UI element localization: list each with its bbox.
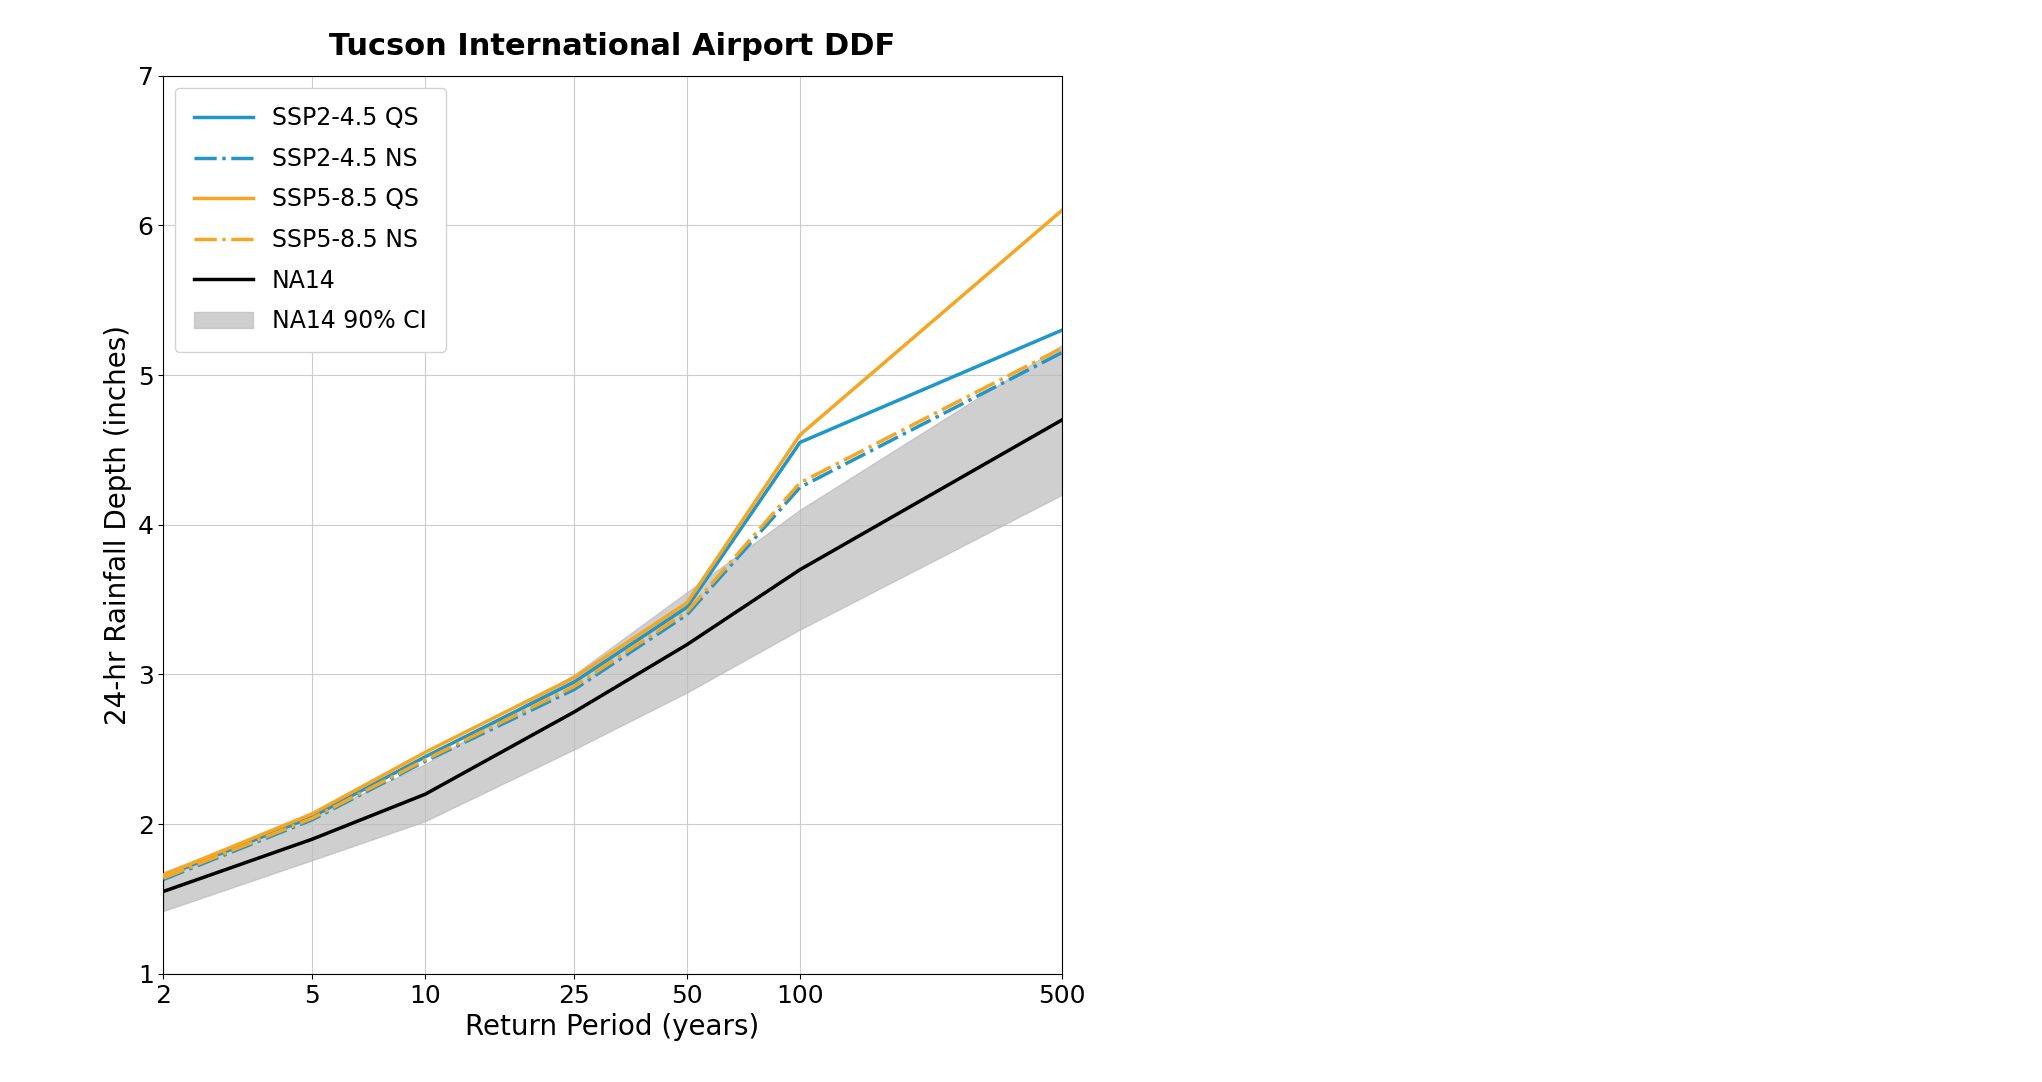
SSP5-8.5 NS xyxy=(412,753,437,766)
SSP2-4.5 NS xyxy=(300,814,325,827)
NA14 xyxy=(300,833,325,846)
SSP2-4.5 NS xyxy=(151,873,176,886)
SSP2-4.5 NS xyxy=(676,608,700,621)
SSP2-4.5 NS xyxy=(412,755,437,768)
SSP5-8.5 NS xyxy=(1050,342,1074,355)
SSP5-8.5 QS xyxy=(151,869,176,882)
SSP5-8.5 QS xyxy=(412,745,437,758)
SSP5-8.5 QS xyxy=(300,807,325,820)
SSP2-4.5 QS xyxy=(151,870,176,883)
SSP2-4.5 QS xyxy=(300,810,325,823)
SSP5-8.5 NS xyxy=(151,871,176,884)
Line: SSP5-8.5 NS: SSP5-8.5 NS xyxy=(163,348,1062,878)
Y-axis label: 24-hr Rainfall Depth (inches): 24-hr Rainfall Depth (inches) xyxy=(104,325,133,725)
SSP2-4.5 QS xyxy=(412,750,437,763)
NA14 xyxy=(562,705,586,718)
NA14 xyxy=(676,638,700,651)
SSP5-8.5 QS xyxy=(1050,204,1074,217)
SSP5-8.5 QS xyxy=(562,671,586,684)
SSP5-8.5 NS xyxy=(300,812,325,824)
SSP5-8.5 QS xyxy=(676,596,700,609)
Legend: SSP2-4.5 QS, SSP2-4.5 NS, SSP5-8.5 QS, SSP5-8.5 NS, NA14, NA14 90% CI: SSP2-4.5 QS, SSP2-4.5 NS, SSP5-8.5 QS, S… xyxy=(176,88,445,352)
NA14 xyxy=(412,788,437,801)
SSP2-4.5 NS xyxy=(788,480,813,493)
SSP5-8.5 NS xyxy=(788,476,813,489)
Title: Tucson International Airport DDF: Tucson International Airport DDF xyxy=(329,31,896,61)
SSP5-8.5 NS xyxy=(676,605,700,618)
NA14 xyxy=(1050,413,1074,426)
SSP5-8.5 NS xyxy=(562,679,586,692)
SSP5-8.5 QS xyxy=(788,428,813,441)
SSP2-4.5 QS xyxy=(788,436,813,449)
Line: SSP5-8.5 QS: SSP5-8.5 QS xyxy=(163,211,1062,875)
SSP2-4.5 QS xyxy=(562,675,586,688)
X-axis label: Return Period (years): Return Period (years) xyxy=(466,1013,760,1041)
SSP2-4.5 NS xyxy=(1050,346,1074,359)
Line: NA14: NA14 xyxy=(163,420,1062,892)
Line: SSP2-4.5 QS: SSP2-4.5 QS xyxy=(163,330,1062,876)
SSP2-4.5 QS xyxy=(1050,324,1074,337)
Line: SSP2-4.5 NS: SSP2-4.5 NS xyxy=(163,353,1062,880)
NA14 xyxy=(151,885,176,898)
SSP2-4.5 NS xyxy=(562,683,586,696)
SSP2-4.5 QS xyxy=(676,601,700,613)
NA14 xyxy=(788,563,813,576)
